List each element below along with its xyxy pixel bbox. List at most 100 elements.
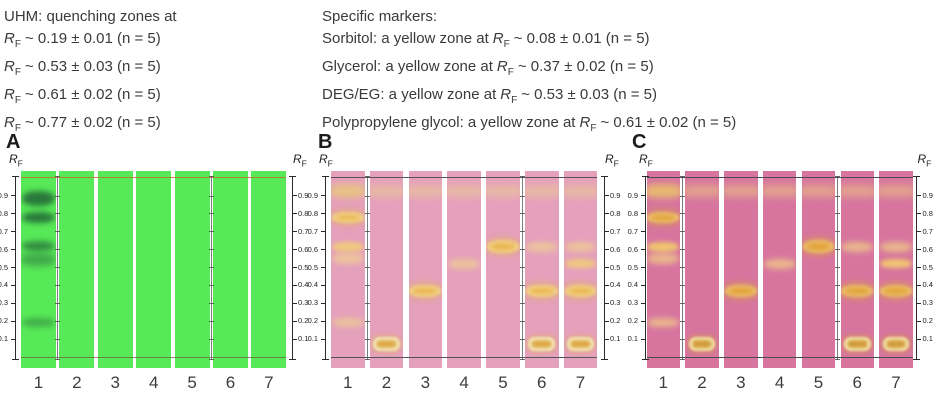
lane-divider-tick bbox=[55, 320, 61, 322]
tlc-lane bbox=[174, 171, 210, 368]
lane-divider-cap bbox=[680, 176, 686, 178]
rf-tick-label: 0.4 bbox=[627, 280, 638, 290]
lane-divider-tick bbox=[680, 267, 686, 268]
panel-label: B bbox=[318, 131, 333, 153]
rf-axis-line bbox=[644, 176, 646, 360]
rf-tick-label: 0.5 bbox=[298, 262, 309, 272]
tlc-band bbox=[647, 318, 680, 328]
rf-axis-tick bbox=[604, 267, 609, 268]
lane-divider-tick bbox=[364, 320, 370, 322]
tlc-band bbox=[647, 241, 680, 252]
marker-value: ~ 0.53 ± 0.03 (n = 5) bbox=[521, 86, 658, 103]
rf-axis-tick bbox=[917, 338, 921, 340]
lane-divider-tick bbox=[55, 213, 61, 215]
tlc-band bbox=[22, 318, 55, 328]
tlc-band bbox=[880, 284, 912, 297]
rf-axis-tick bbox=[604, 284, 609, 286]
lane-divider-tick bbox=[519, 195, 525, 197]
lane-divider-tick bbox=[835, 338, 841, 340]
marker-line: Polypropylene glycol: a yellow zone at RF… bbox=[322, 112, 736, 140]
rf-axis-tick bbox=[604, 302, 609, 304]
rf-axis-tick bbox=[604, 213, 609, 215]
rf-tick-label: 0.4 bbox=[610, 280, 621, 290]
rf-axis-cap bbox=[288, 358, 296, 360]
rf-tick-label: 0.9 bbox=[610, 190, 621, 200]
rf-base: R bbox=[4, 30, 15, 47]
rf-sub: F bbox=[17, 158, 23, 169]
rf-axis-cap bbox=[321, 176, 329, 178]
origin-line bbox=[646, 356, 913, 359]
tlc-band bbox=[373, 336, 400, 351]
rf-axis-tick bbox=[917, 284, 921, 286]
rf-symbol: RF bbox=[4, 114, 21, 134]
rf-axis-tick bbox=[10, 213, 15, 215]
rf-axis-tick bbox=[320, 302, 325, 304]
lane-divider-tick bbox=[680, 213, 686, 215]
rf-tick-label: 0.7 bbox=[922, 226, 933, 236]
rf-symbol: RF bbox=[493, 30, 510, 50]
lane-number: 4 bbox=[459, 373, 469, 392]
lane-number: 7 bbox=[264, 373, 274, 392]
tlc-band bbox=[369, 184, 404, 197]
lane-divider-tick bbox=[208, 231, 214, 233]
rf-axis-tick bbox=[10, 302, 15, 304]
rf-tick-label: 0.9 bbox=[0, 190, 8, 200]
rf-tick-label: 0.7 bbox=[627, 226, 638, 236]
rf-axis-line bbox=[916, 176, 917, 360]
lane-divider-tick bbox=[364, 285, 370, 286]
tlc-band bbox=[843, 336, 871, 351]
lane-divider-tick bbox=[835, 285, 841, 286]
marker-value: ~ 0.37 ± 0.02 (n = 5) bbox=[517, 58, 654, 75]
rf-axis-line bbox=[291, 176, 293, 360]
rf-tick-label: 0.3 bbox=[298, 298, 309, 308]
rf-axis-tick bbox=[640, 320, 645, 322]
tlc-band bbox=[21, 252, 56, 266]
lane-divider-tick bbox=[208, 267, 214, 268]
lane-divider-tick bbox=[835, 267, 841, 268]
rf-axis-tick bbox=[292, 284, 297, 286]
lane-number: 1 bbox=[33, 373, 44, 392]
rf-tick-label: 0.5 bbox=[0, 262, 8, 272]
tlc-lane bbox=[685, 171, 719, 368]
rf-tick-label: 0.1 bbox=[298, 334, 309, 344]
rf-tick-label: 0.8 bbox=[610, 208, 621, 218]
lane-divider-tick bbox=[680, 338, 686, 340]
tlc-lane bbox=[525, 171, 559, 368]
rf-sub: F bbox=[511, 95, 518, 106]
rf-symbol: RF bbox=[4, 86, 21, 106]
lane-divider-cap bbox=[835, 176, 841, 178]
tlc-lane bbox=[447, 171, 481, 368]
lane-divider-tick bbox=[835, 320, 841, 322]
tlc-band bbox=[331, 253, 364, 265]
rf-base: R bbox=[319, 152, 328, 166]
lane-divider-tick bbox=[835, 249, 841, 251]
rf-tick-label: 0.3 bbox=[922, 298, 933, 308]
rf-axis-tick bbox=[10, 231, 15, 233]
lane-number: 7 bbox=[891, 373, 901, 392]
rf-axis-tick bbox=[10, 195, 15, 197]
tlc-lane bbox=[762, 171, 797, 368]
lane-divider-tick bbox=[680, 302, 686, 304]
lane-number: 2 bbox=[72, 373, 82, 392]
rf-symbol: RF bbox=[500, 86, 518, 106]
lane-divider-tick bbox=[55, 338, 61, 340]
rf-tick-label: 0.3 bbox=[610, 298, 621, 308]
lane-divider-cap bbox=[680, 358, 686, 360]
rf-axis-cap bbox=[641, 358, 649, 360]
tlc-band bbox=[487, 240, 519, 254]
rf-axis-label: RF bbox=[605, 152, 619, 168]
rf-axis-tick bbox=[640, 267, 645, 268]
tlc-band bbox=[408, 184, 443, 197]
tlc-band bbox=[840, 184, 874, 197]
rf-tick-label: 0.3 bbox=[0, 298, 8, 308]
lane-divider-cap bbox=[208, 358, 214, 360]
rf-tick-label: 0.8 bbox=[0, 208, 8, 218]
rf-axis-tick bbox=[640, 338, 645, 340]
origin-line bbox=[21, 356, 287, 359]
lane-divider-cap bbox=[519, 176, 525, 178]
lane-divider-cap bbox=[364, 358, 370, 360]
rf-axis-label: RF bbox=[639, 152, 653, 168]
rf-axis-line bbox=[14, 176, 16, 360]
rf-axis-cap bbox=[11, 358, 19, 360]
